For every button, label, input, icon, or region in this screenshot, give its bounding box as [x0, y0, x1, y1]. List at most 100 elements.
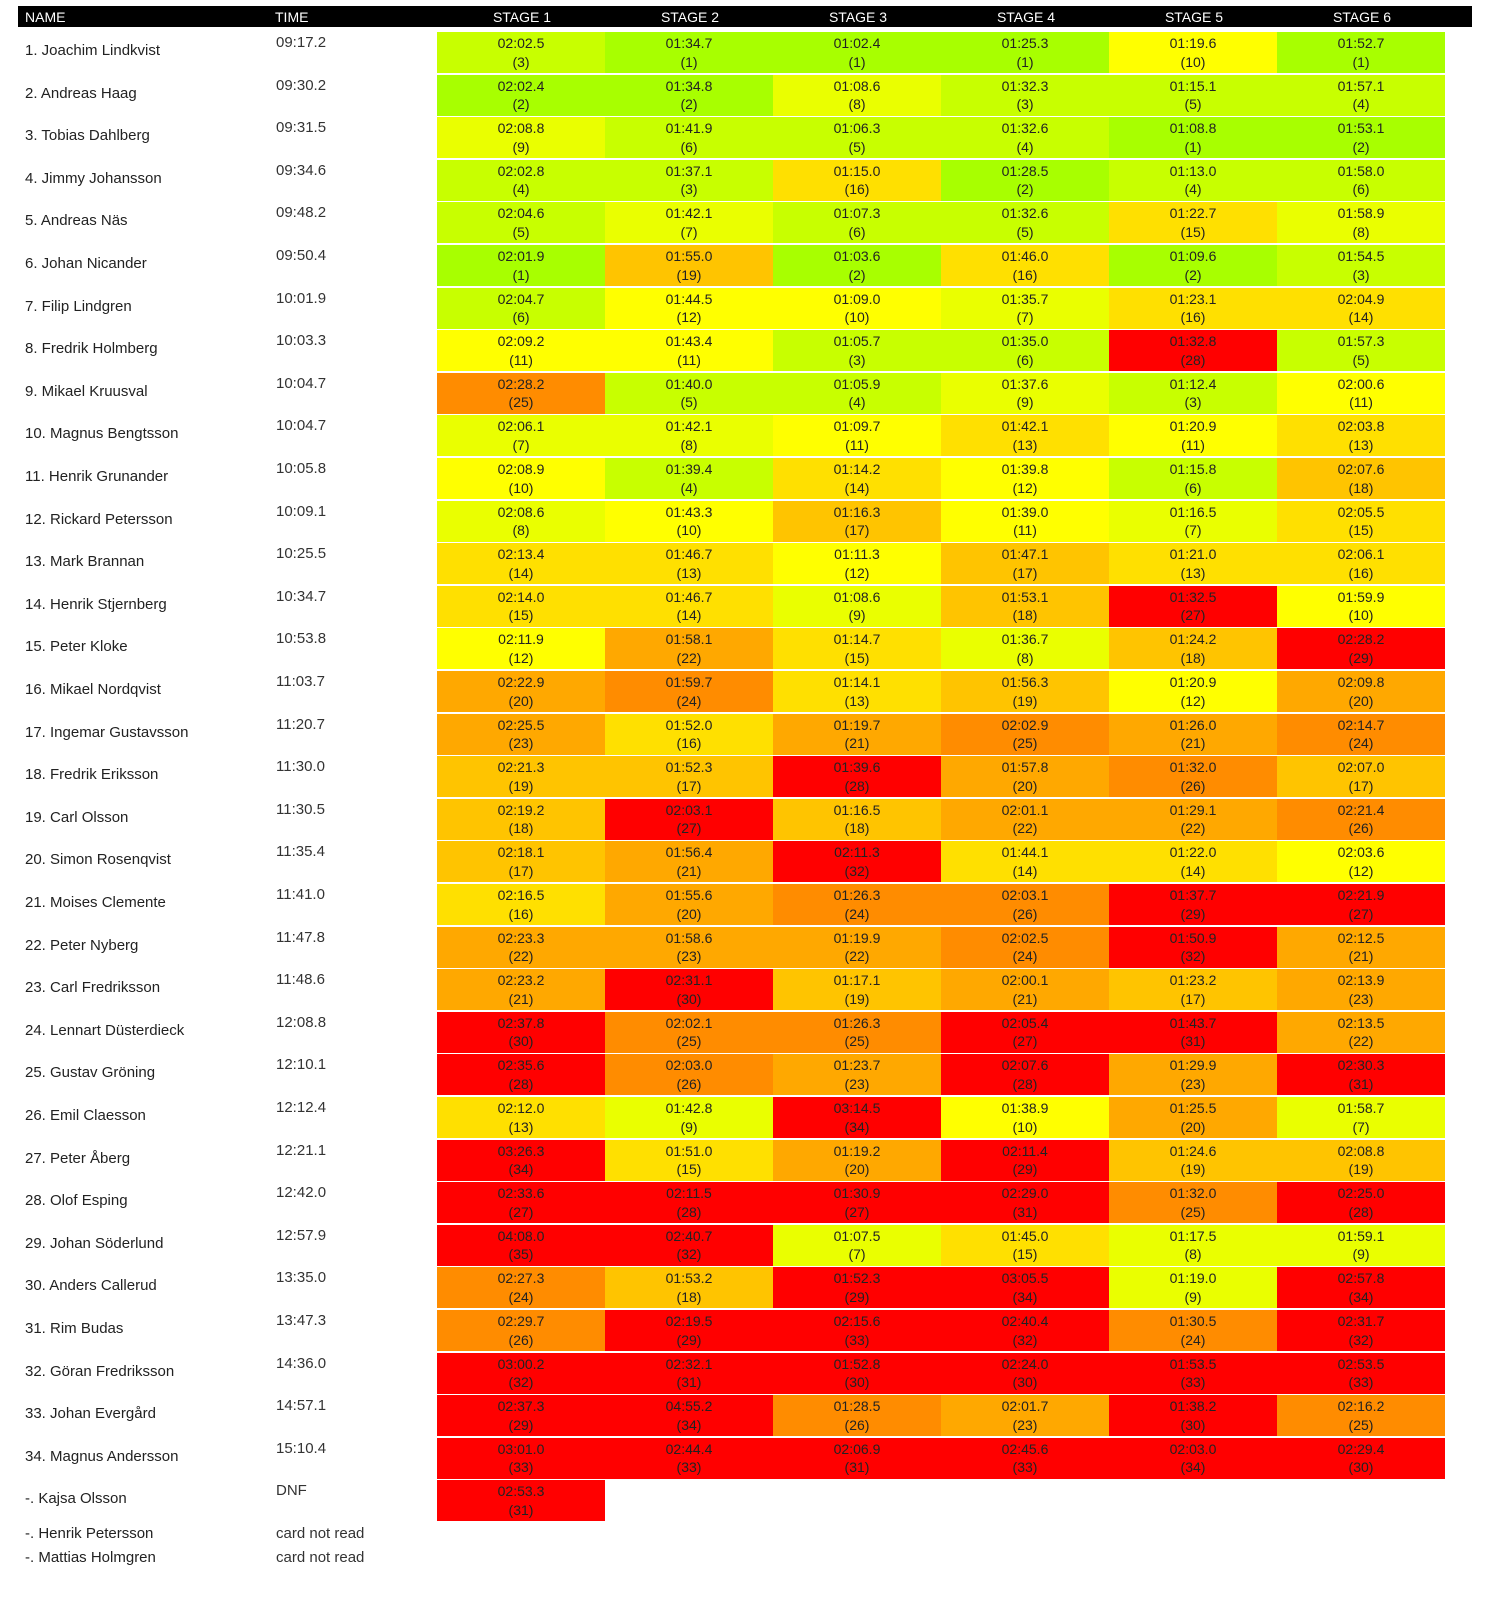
split-rank: (26) — [1348, 820, 1374, 837]
stage-3-split: 01:39.6 (28) — [773, 756, 941, 798]
split-rank: (20) — [1180, 1118, 1206, 1135]
stage-2-split: 01:42.8 (9) — [605, 1097, 773, 1138]
stage-6-split: 02:28.2 (29) — [1277, 628, 1445, 670]
stage-3-split: 01:17.1 (19) — [773, 969, 941, 1011]
split-time: 01:58.7 — [1337, 1100, 1385, 1116]
split-rank: (17) — [676, 777, 702, 794]
split-rank: (1) — [848, 53, 866, 70]
split-time: 01:19.9 — [833, 929, 881, 946]
table-row: -. Kajsa Olsson DNF 02:53.3 (31) — [18, 1480, 1472, 1524]
total-time: 11:48.6 — [276, 971, 325, 989]
split-time: 01:32.3 — [1001, 77, 1049, 94]
split-rank: (10) — [508, 479, 534, 496]
split-time: 02:16.2 — [1337, 1398, 1385, 1415]
stage-5-split: 01:32.5 (27) — [1109, 585, 1277, 627]
split-rank: (12) — [508, 649, 534, 666]
split-rank: (6) — [848, 223, 866, 240]
stage-5-split: 01:25.5 (20) — [1109, 1097, 1277, 1138]
split-time: 01:39.4 — [665, 461, 713, 477]
split-rank: (14) — [844, 479, 870, 496]
runner-name: 27. Peter Åberg — [25, 1149, 131, 1167]
split-time: 02:03.0 — [1169, 1440, 1217, 1457]
split-time: 01:05.7 — [833, 333, 881, 350]
stage-3-split: 01:28.5 (26) — [773, 1395, 941, 1437]
split-rank: (10) — [844, 309, 870, 326]
stage-6-split: 02:03.6 (12) — [1277, 841, 1445, 883]
split-rank: (18) — [1012, 607, 1038, 624]
split-time: 02:37.8 — [497, 1014, 545, 1031]
stage-2-split: 01:58.1 (22) — [605, 628, 773, 670]
stage-4-split: 01:56.3 (19) — [941, 671, 1109, 712]
split-time: 02:02.5 — [1001, 929, 1049, 946]
split-time: 01:45.0 — [1001, 1227, 1049, 1244]
split-time: 01:16.5 — [833, 801, 881, 818]
stage-4-split: 02:00.1 (21) — [941, 969, 1109, 1011]
split-rank: (30) — [1012, 1374, 1038, 1391]
runner-name: 33. Johan Evergård — [25, 1405, 156, 1423]
runner-name: 16. Mikael Nordqvist — [25, 681, 161, 698]
split-time: 02:01.1 — [1001, 801, 1049, 818]
table-row: 27. Peter Åberg 12:21.1 03:26.3 (34) 01:51.0… — [18, 1139, 1472, 1184]
stage-2-split: 01:44.5 (12) — [605, 287, 773, 329]
table-row: 13. Mark Brannan 10:25.5 02:13.4 (14) 01:46.… — [18, 543, 1472, 587]
split-rank: (15) — [1012, 1246, 1038, 1263]
split-time: 02:08.8 — [1337, 1142, 1385, 1159]
stage-1-split: 02:37.3 (29) — [437, 1395, 605, 1437]
stage-5-split: 01:23.2 (17) — [1109, 969, 1277, 1011]
split-rank: (25) — [1180, 1203, 1206, 1220]
split-rank: (4) — [848, 394, 866, 411]
split-rank: (3) — [1352, 266, 1370, 283]
runner-name: 4. Jimmy Johansson — [25, 169, 162, 187]
table-row: 28. Olof Esping 12:42.0 02:33.6 (27) 02:11.5… — [18, 1182, 1472, 1226]
split-time: 02:01.9 — [497, 248, 545, 264]
stage-2-split: 02:31.1 (30) — [605, 969, 773, 1011]
split-time: 02:01.7 — [1001, 1398, 1049, 1415]
split-time: 01:47.1 — [1001, 546, 1049, 563]
table-row: 19. Carl Olsson 11:30.5 02:19.2 (18) 02:03.1… — [18, 798, 1472, 843]
split-time: 02:11.9 — [498, 631, 544, 648]
split-time: 01:26.3 — [833, 887, 881, 903]
runner-name: 32. Göran Fredriksson — [25, 1362, 175, 1380]
split-time: 01:56.3 — [1001, 674, 1049, 690]
stage-5-split: 01:30.5 (24) — [1109, 1310, 1277, 1351]
split-time: 02:25.0 — [1337, 1185, 1385, 1202]
split-time: 01:15.0 — [833, 162, 881, 179]
stage-2-split: 01:41.9 (6) — [605, 117, 773, 159]
runner-name: 3. Tobias Dahlberg — [25, 127, 150, 145]
split-time: 01:39.6 — [833, 759, 881, 776]
stage-6-split: 01:59.1 (9) — [1277, 1224, 1445, 1266]
split-time: 01:34.8 — [665, 77, 713, 94]
header-stage-5: STAGE 5 — [1164, 9, 1224, 25]
stage-6-split: 02:04.9 (14) — [1277, 287, 1445, 329]
split-time: 04:55.2 — [665, 1398, 713, 1415]
stage-1-split: 02:06.1 (7) — [437, 415, 605, 457]
split-rank: (22) — [1348, 1033, 1374, 1050]
stage-6-split: 01:58.9 (8) — [1277, 202, 1445, 244]
split-time: 01:36.7 — [1001, 631, 1049, 648]
stage-4-split: 01:35.7 (7) — [941, 287, 1109, 329]
split-time: 01:53.5 — [1169, 1355, 1217, 1372]
split-time: 03:14.5 — [833, 1100, 881, 1116]
stage-5-split: 01:32.0 (25) — [1109, 1182, 1277, 1224]
split-rank: (29) — [676, 1331, 702, 1348]
split-time: 01:42.8 — [665, 1100, 713, 1116]
split-time: 02:03.1 — [1001, 887, 1049, 903]
stage-1-split: 02:19.2 (18) — [437, 798, 605, 840]
split-time: 02:11.4 — [1002, 1142, 1048, 1159]
stage-2-split: 02:44.4 (33) — [605, 1437, 773, 1479]
total-time: 11:20.7 — [276, 715, 325, 733]
stage-4-split: 01:44.1 (14) — [941, 841, 1109, 883]
split-rank: (14) — [1348, 309, 1374, 326]
stage-4-split: 02:40.4 (32) — [941, 1310, 1109, 1351]
split-time: 01:30.5 — [1169, 1313, 1217, 1329]
split-rank: (11) — [509, 351, 533, 368]
stage-2-split: 01:37.1 (3) — [605, 159, 773, 201]
split-time: 01:23.2 — [1169, 972, 1217, 989]
split-rank: (5) — [1352, 351, 1370, 368]
stage-5-split: 01:32.8 (28) — [1109, 330, 1277, 372]
runner-name: 23. Carl Fredriksson — [25, 979, 161, 997]
split-time: 01:09.7 — [833, 418, 881, 435]
stage-6-split: 02:07.6 (18) — [1277, 458, 1445, 499]
stage-6-split: 02:21.9 (27) — [1277, 884, 1445, 925]
table-row-unranked: -. Mattias Holmgren card not read — [18, 1547, 1472, 1571]
